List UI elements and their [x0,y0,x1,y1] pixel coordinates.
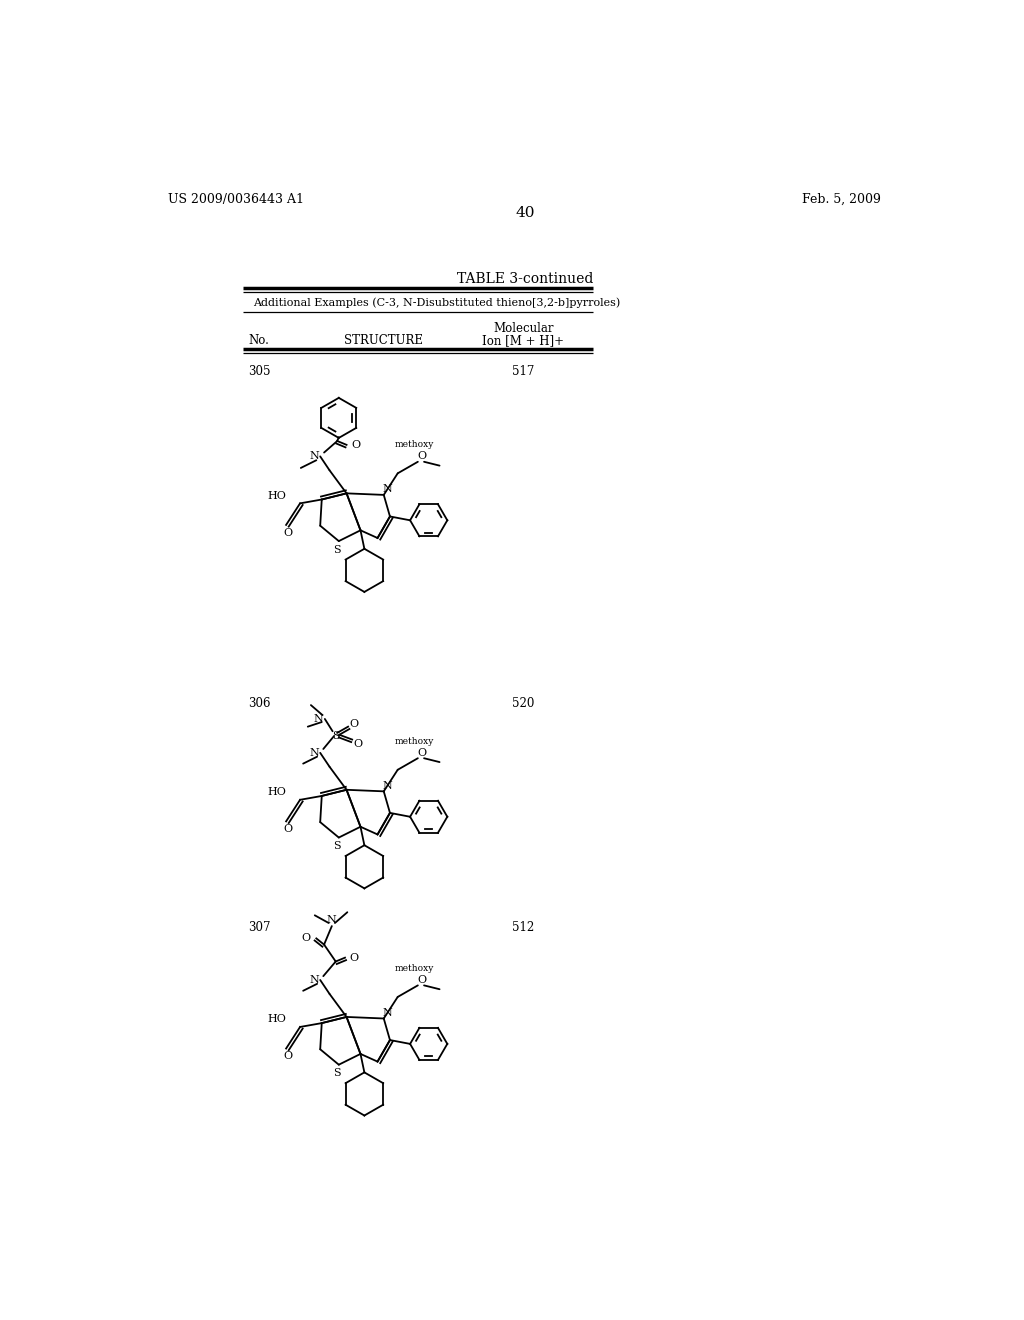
Text: O: O [301,933,310,944]
Text: methoxy: methoxy [394,441,433,449]
Text: 305: 305 [248,364,270,378]
Text: HO: HO [267,491,286,500]
Text: Molecular: Molecular [493,322,554,335]
Text: Additional Examples (C-3, N-Disubstituted thieno[3,2-b]pyrroles): Additional Examples (C-3, N-Disubstitute… [254,298,621,309]
Text: N: N [383,1008,392,1018]
Text: Ion [M + H]+: Ion [M + H]+ [482,334,564,347]
Text: 520: 520 [512,697,535,710]
Text: 306: 306 [248,697,270,710]
Text: 307: 307 [248,921,270,933]
Text: S: S [333,545,340,554]
Text: HO: HO [267,787,286,797]
Text: US 2009/0036443 A1: US 2009/0036443 A1 [168,193,304,206]
Text: O: O [283,1051,292,1061]
Text: N: N [309,975,318,985]
Text: O: O [417,451,426,462]
Text: S: S [333,841,340,851]
Text: 512: 512 [512,921,535,933]
Text: N: N [309,748,318,758]
Text: N: N [383,484,392,495]
Text: S: S [333,1068,340,1078]
Text: 517: 517 [512,364,535,378]
Text: No.: No. [248,334,269,347]
Text: STRUCTURE: STRUCTURE [344,334,423,347]
Text: TABLE 3-continued: TABLE 3-continued [457,272,593,286]
Text: O: O [350,719,358,730]
Text: methoxy: methoxy [394,737,433,746]
Text: O: O [350,953,358,962]
Text: O: O [417,975,426,985]
Text: O: O [351,440,360,450]
Text: N: N [313,714,324,723]
Text: Feb. 5, 2009: Feb. 5, 2009 [803,193,882,206]
Text: N: N [383,781,392,791]
Text: O: O [353,739,362,748]
Text: methoxy: methoxy [394,964,433,973]
Text: O: O [283,528,292,537]
Text: HO: HO [267,1014,286,1024]
Text: O: O [283,824,292,834]
Text: 40: 40 [515,206,535,220]
Text: O: O [417,748,426,758]
Text: N: N [327,915,337,925]
Text: N: N [309,451,318,462]
Text: S: S [332,731,340,741]
